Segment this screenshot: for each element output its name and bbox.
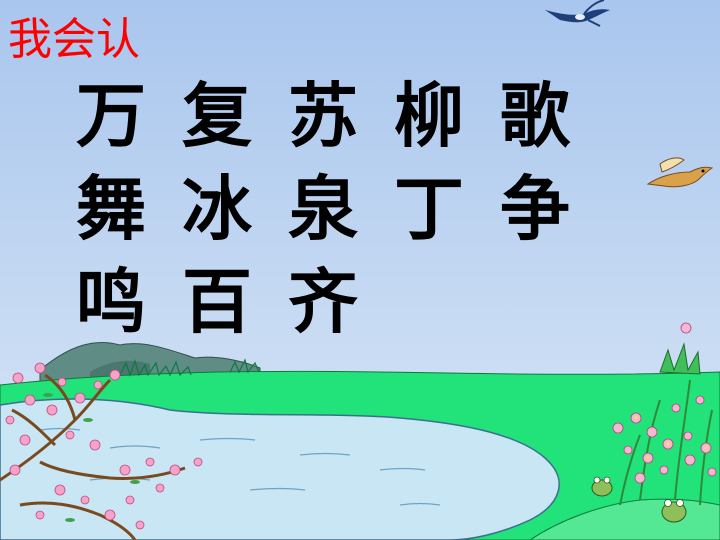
slide-title: 我会认 <box>8 14 140 65</box>
character: 冰 <box>182 168 252 250</box>
blossom-branch-icon <box>0 362 203 540</box>
character-grid: 万 复 苏 柳 歌 舞 冰 泉 丁 争 鸣 百 齐 <box>58 70 598 349</box>
character: 泉 <box>288 168 358 250</box>
character: 苏 <box>288 75 358 157</box>
character: 舞 <box>76 168 146 250</box>
character-row: 鸣 百 齐 <box>58 256 598 349</box>
character: 齐 <box>288 261 358 343</box>
swallow-icon <box>545 0 610 27</box>
character: 复 <box>182 75 252 157</box>
character: 万 <box>76 75 146 157</box>
pond <box>0 398 560 540</box>
character-row: 舞 冰 泉 丁 争 <box>58 163 598 256</box>
frog-icon <box>591 476 687 523</box>
character: 丁 <box>394 168 464 250</box>
character: 鸣 <box>76 261 146 343</box>
grass-blades <box>119 358 260 377</box>
character: 争 <box>500 168 570 250</box>
character: 歌 <box>500 75 570 157</box>
flower-bush-icon <box>612 322 717 506</box>
character-row: 万 复 苏 柳 歌 <box>58 70 598 163</box>
character: 百 <box>182 261 252 343</box>
character: 柳 <box>394 75 464 157</box>
sparrow-icon <box>646 157 714 188</box>
